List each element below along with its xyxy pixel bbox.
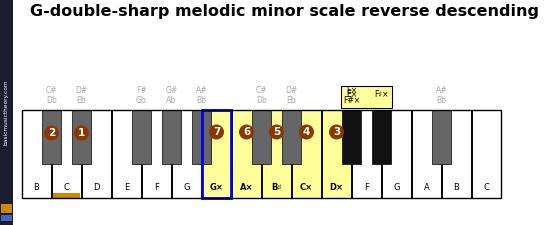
Text: G×: G× [210, 183, 224, 192]
Text: 3: 3 [333, 127, 340, 137]
Text: D#: D# [76, 86, 88, 95]
Bar [82, 110, 111, 198]
Text: Db: Db [46, 96, 57, 105]
Text: 5: 5 [273, 127, 280, 137]
Bar [52, 110, 81, 198]
Text: E×: E× [346, 86, 357, 95]
Ellipse shape [269, 124, 284, 140]
Text: F#×: F#× [343, 96, 360, 105]
Bar [42, 110, 61, 164]
Text: C#: C# [46, 86, 57, 95]
Text: F#: F# [136, 86, 147, 95]
Ellipse shape [239, 124, 254, 140]
Bar [322, 110, 351, 198]
Text: G: G [393, 183, 400, 192]
Bar [412, 110, 441, 198]
Bar [1, 215, 12, 221]
Bar [162, 110, 181, 164]
Text: A#: A# [196, 86, 207, 95]
Text: Db: Db [256, 96, 267, 105]
Text: Ab: Ab [166, 96, 177, 105]
Text: B: B [454, 183, 459, 192]
Ellipse shape [329, 124, 344, 140]
Text: C: C [63, 183, 70, 192]
Text: C×: C× [300, 183, 313, 192]
Bar [472, 110, 501, 198]
Text: 4: 4 [303, 127, 310, 137]
Ellipse shape [44, 126, 59, 140]
Bar [341, 86, 392, 108]
Text: F: F [364, 183, 369, 192]
Text: F♯×: F♯× [374, 90, 389, 99]
Text: A: A [424, 183, 429, 192]
Bar [172, 110, 201, 198]
Text: G#: G# [165, 86, 177, 95]
Text: Eb: Eb [77, 96, 86, 105]
Bar [1, 204, 12, 213]
Text: E: E [124, 183, 129, 192]
Bar [442, 110, 471, 198]
Bar [432, 110, 451, 164]
Bar [202, 110, 231, 198]
Text: 7: 7 [213, 127, 220, 137]
Text: G: G [183, 183, 190, 192]
Ellipse shape [209, 124, 224, 140]
Text: C: C [484, 183, 489, 192]
Bar [342, 110, 361, 164]
Text: 1: 1 [78, 128, 85, 138]
Text: Gb: Gb [136, 96, 147, 105]
Text: Bb: Bb [196, 96, 206, 105]
Text: Bb: Bb [436, 96, 446, 105]
Text: B♯: B♯ [271, 183, 282, 192]
Text: B: B [33, 183, 39, 192]
Bar [0, 0, 13, 225]
Bar [53, 193, 80, 198]
Text: G-double-sharp melodic minor scale reverse descending: G-double-sharp melodic minor scale rever… [30, 4, 539, 19]
Bar [372, 110, 391, 164]
Bar [192, 110, 211, 164]
Text: 2: 2 [48, 128, 55, 138]
Bar [282, 110, 301, 164]
Ellipse shape [299, 124, 314, 140]
Bar [232, 110, 261, 198]
Ellipse shape [74, 126, 89, 140]
Text: F: F [154, 183, 159, 192]
Bar [142, 110, 171, 198]
Bar [72, 110, 91, 164]
Text: 6: 6 [243, 127, 250, 137]
Text: A#: A# [436, 86, 448, 95]
Bar [352, 110, 381, 198]
Bar [132, 110, 151, 164]
Text: D×: D× [330, 183, 344, 192]
Bar [252, 110, 271, 164]
Bar [22, 110, 51, 198]
Text: E×: E× [346, 90, 357, 99]
Text: D: D [93, 183, 100, 192]
Text: D#: D# [285, 86, 297, 95]
Text: Eb: Eb [287, 96, 296, 105]
Bar [292, 110, 321, 198]
Bar [22, 110, 501, 198]
Bar [262, 110, 291, 198]
Text: C#: C# [256, 86, 267, 95]
Text: basicmusictheory.com: basicmusictheory.com [4, 80, 9, 145]
Text: A×: A× [240, 183, 253, 192]
Bar [112, 110, 141, 198]
Bar [202, 110, 231, 198]
Bar [382, 110, 411, 198]
